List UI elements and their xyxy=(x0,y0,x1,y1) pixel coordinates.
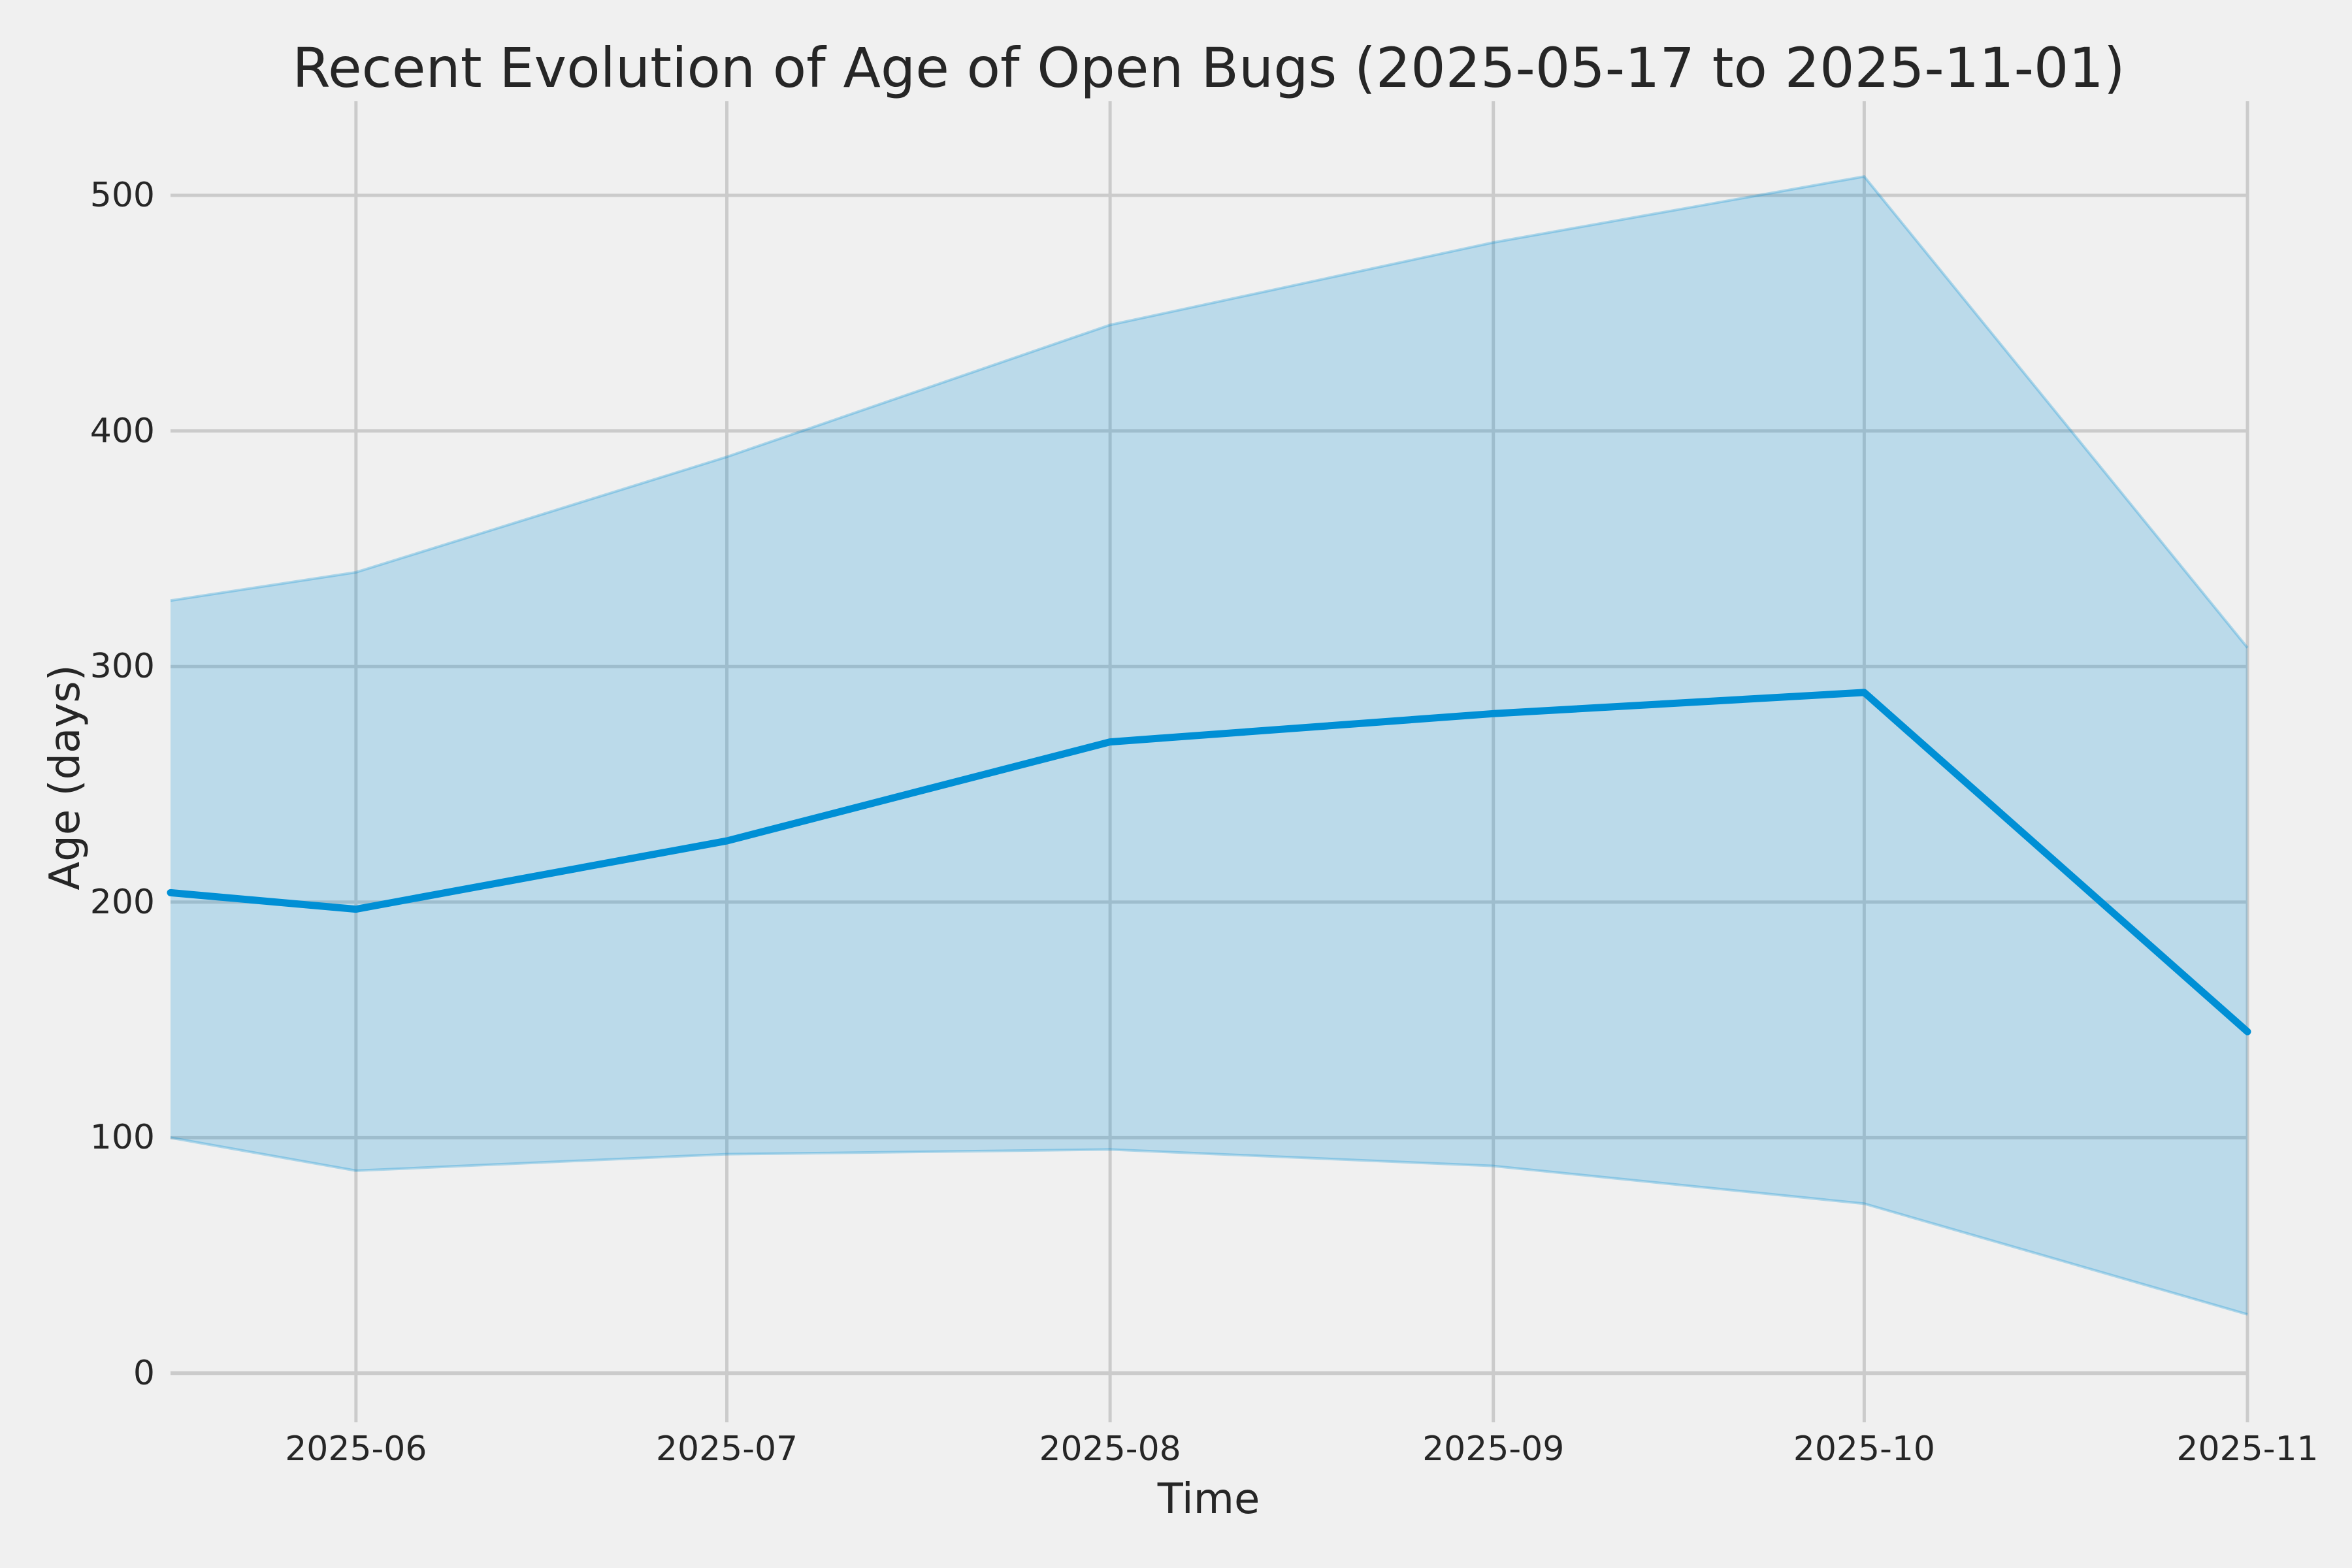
y-tick-label: 200 xyxy=(90,882,155,922)
confidence-band-layer xyxy=(170,174,2249,1316)
x-tick-label: 2025-09 xyxy=(1422,1429,1565,1469)
median-line-layer xyxy=(167,689,2251,1036)
y-tick-label: 400 xyxy=(90,411,155,451)
y-axis-label: Age (days) xyxy=(41,664,90,890)
confidence-band-upper-edge xyxy=(170,174,2249,649)
y-tick-label: 0 xyxy=(133,1354,155,1393)
confidence-band xyxy=(171,176,2247,1315)
x-tick-label: 2025-10 xyxy=(1793,1429,1936,1469)
chart-title: Recent Evolution of Age of Open Bugs (20… xyxy=(292,36,2125,100)
x-tick-label: 2025-06 xyxy=(285,1429,427,1469)
confidence-band-lower-edge xyxy=(170,1136,2248,1316)
x-tick-label: 2025-07 xyxy=(655,1429,798,1469)
x-axis-label: Time xyxy=(1157,1475,1260,1524)
x-tick-label: 2025-11 xyxy=(2176,1429,2319,1469)
y-tick-label: 500 xyxy=(90,176,155,215)
median-line xyxy=(167,689,2251,1036)
grid-layer xyxy=(171,101,2249,1422)
x-tick-label: 2025-08 xyxy=(1039,1429,1181,1469)
y-tick-label: 300 xyxy=(90,647,155,687)
y-tick-label: 100 xyxy=(90,1118,155,1158)
